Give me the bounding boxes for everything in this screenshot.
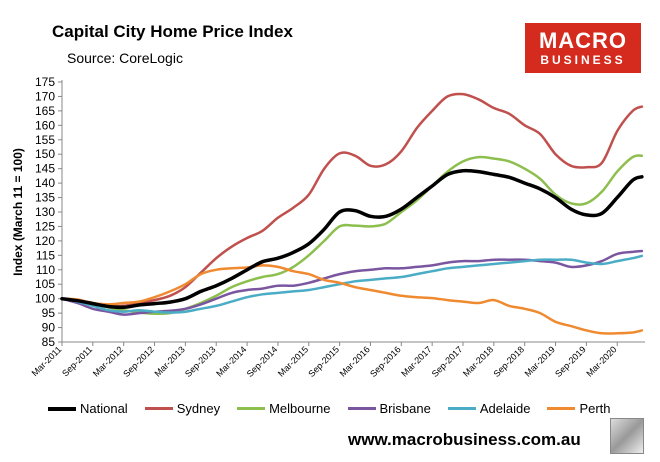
x-tick-label: Sep-2017 <box>430 344 465 379</box>
legend-item-brisbane: Brisbane <box>347 401 431 416</box>
x-tick-label: Sep-2018 <box>491 344 526 379</box>
x-tick-label: Mar-2020 <box>584 344 618 378</box>
chart-source: Source: CoreLogic <box>67 50 183 66</box>
x-tick-label: Mar-2011 <box>30 344 64 378</box>
logo-line2: BUSINESS <box>540 53 626 67</box>
x-tick-label: Sep-2016 <box>368 344 403 379</box>
y-tick-label: 130 <box>35 205 55 219</box>
x-tick-label: Mar-2019 <box>523 344 557 378</box>
x-tick-label: Mar-2018 <box>461 344 495 378</box>
x-tick-label: Sep-2019 <box>553 344 588 379</box>
y-axis-label: Index (March 11 = 100) <box>11 148 25 276</box>
series-line-national <box>60 168 644 310</box>
legend-swatch <box>447 407 476 410</box>
x-tick-label: Mar-2017 <box>399 344 433 378</box>
y-tick-label: 95 <box>42 306 56 320</box>
y-tick-label: 105 <box>35 277 55 291</box>
series-line-adelaide <box>60 254 644 314</box>
y-tick-label: 115 <box>36 248 55 262</box>
y-tick-label: 90 <box>42 321 56 335</box>
legend-swatch <box>237 407 266 410</box>
legend-item-national: National <box>48 401 128 416</box>
legend-item-adelaide: Adelaide <box>447 401 531 416</box>
y-tick-label: 150 <box>35 147 55 161</box>
x-tick-label: Mar-2015 <box>276 344 310 378</box>
legend-label: Adelaide <box>479 401 531 416</box>
legend-swatch <box>547 407 576 410</box>
logo-line1: MACRO <box>538 28 628 53</box>
chart-title: Capital City Home Price Index <box>52 22 293 41</box>
y-tick-label: 170 <box>35 89 55 103</box>
y-tick-label: 125 <box>35 219 55 233</box>
legend-label: Brisbane <box>379 401 431 416</box>
x-tick-label: Mar-2013 <box>152 344 186 378</box>
y-tick-label: 145 <box>35 162 55 176</box>
legend-item-perth: Perth <box>547 401 611 416</box>
x-tick-label: Mar-2014 <box>214 344 248 378</box>
y-tick-label: 140 <box>35 176 55 190</box>
x-tick-label: Sep-2015 <box>306 344 341 379</box>
y-tick-label: 165 <box>35 104 55 118</box>
series-line-perth <box>60 264 644 335</box>
y-tick-label: 85 <box>42 335 56 349</box>
x-tick-label: Mar-2016 <box>338 344 372 378</box>
footer-url: www.macrobusiness.com.au <box>348 430 581 449</box>
legend-swatch <box>48 406 76 411</box>
y-tick-label: 175 <box>35 75 55 89</box>
series-line-sydney <box>60 92 644 308</box>
price-index-chart: 8590951001051101151201251301351401451501… <box>11 75 645 379</box>
y-tick-label: 155 <box>35 133 55 147</box>
y-tick-label: 160 <box>35 118 55 132</box>
y-tick-label: 135 <box>35 191 55 205</box>
x-tick-label: Mar-2012 <box>91 344 125 378</box>
chart-legend: National Sydney Melbourne Brisbane Adelaide P… <box>48 401 628 416</box>
legend-label: Perth <box>579 401 611 416</box>
legend-swatch <box>144 407 173 410</box>
x-tick-label: Sep-2014 <box>245 344 280 379</box>
y-tick-label: 120 <box>35 234 55 248</box>
wolf-logo-icon <box>610 418 644 454</box>
macrobusiness-logo: MACRO BUSINESS <box>525 23 641 73</box>
legend-label: National <box>80 401 128 416</box>
legend-item-melbourne: Melbourne <box>237 401 331 416</box>
legend-label: Melbourne <box>269 401 331 416</box>
y-tick-label: 100 <box>35 292 55 306</box>
legend-item-sydney: Sydney <box>144 401 221 416</box>
y-tick-label: 110 <box>36 263 55 277</box>
x-tick-label: Sep-2012 <box>121 344 156 379</box>
legend-swatch <box>347 407 376 410</box>
legend-label: Sydney <box>176 401 221 416</box>
x-tick-label: Sep-2011 <box>60 344 94 378</box>
series-line-melbourne <box>60 154 644 316</box>
x-tick-label: Sep-2013 <box>183 344 218 379</box>
